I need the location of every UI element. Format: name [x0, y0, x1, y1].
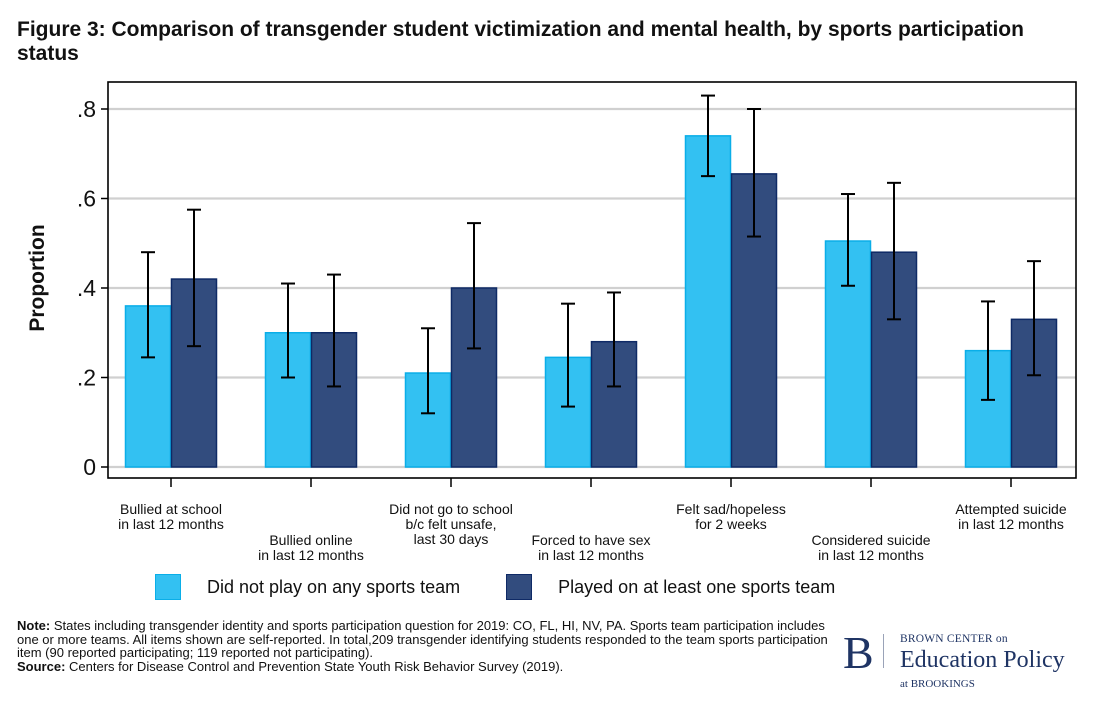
error-bars — [141, 94, 1041, 415]
y-axis-label: Proportion — [26, 224, 49, 331]
axes — [101, 81, 1077, 487]
legend-item-did-not-play: Did not play on any sports team — [155, 574, 460, 600]
x-tick-label: Bullied online in last 12 months — [258, 532, 364, 563]
x-tick-label-line: b/c felt unsafe, — [405, 516, 496, 532]
bars — [124, 135, 1058, 468]
logo-line-2: Education Policy — [900, 647, 1065, 673]
x-tick-label-line: Bullied online — [269, 532, 352, 548]
notes: Note: States including transgender ident… — [17, 619, 837, 673]
x-tick-label-line: Attempted suicide — [955, 501, 1066, 517]
bar-did-not-play — [684, 135, 732, 468]
legend-swatch-did-not-play — [155, 574, 181, 600]
x-tick-label-line: Did not go to school — [389, 501, 513, 517]
x-tick-labels: Bullied at school in last 12 monthsBullie… — [118, 501, 1067, 563]
x-tick-label-line: in last 12 months — [818, 547, 924, 563]
logo-line-1: BROWN CENTER on — [900, 633, 1008, 645]
brookings-logo: B BROWN CENTER on Education Policy at BR… — [843, 627, 1093, 691]
logo-line-3: at BROOKINGS — [900, 678, 975, 690]
y-tick-label: .2 — [77, 365, 96, 391]
x-tick-label-line: Forced to have sex — [531, 532, 650, 548]
logo-letter: B — [843, 627, 874, 678]
note-text: States including transgender identity an… — [17, 618, 828, 660]
source-text: Centers for Disease Control and Preventi… — [65, 658, 564, 674]
note-label: Note: — [17, 618, 51, 633]
y-tick-labels: 0 .2 .4 .6 .8 — [77, 96, 96, 480]
x-tick-label-line: in last 12 months — [538, 547, 644, 563]
y-tick-label: 0 — [83, 454, 96, 480]
x-tick-label: Considered suicide in last 12 months — [811, 532, 930, 563]
legend-item-played: Played on at least one sports team — [506, 574, 835, 600]
x-tick-label: Did not go to school b/c felt unsafe, last… — [389, 501, 513, 547]
y-tick-label: .6 — [77, 186, 96, 212]
legend-label-played: Played on at least one sports team — [558, 576, 836, 597]
x-tick-label-line: for 2 weeks — [695, 516, 767, 532]
x-tick-label: Attempted suicide in last 12 months — [955, 501, 1066, 532]
source-label: Source: — [17, 658, 66, 674]
legend: Did not play on any sports team Played o… — [155, 572, 881, 602]
bar-did-not-play — [544, 356, 592, 468]
x-tick-label-line: in last 12 months — [118, 516, 224, 532]
logo-divider — [883, 634, 884, 668]
plot-frame — [107, 81, 1077, 479]
x-tick-label-line: in last 12 months — [258, 547, 364, 563]
y-tick-label: .4 — [77, 275, 96, 301]
x-tick-label-line: Bullied at school — [120, 501, 222, 517]
figure-title: Figure 3: Comparison of transgender stud… — [17, 18, 1024, 65]
y-tick-label: .8 — [77, 96, 96, 122]
x-tick-label-line: Felt sad/hopeless — [676, 501, 786, 517]
legend-label-did-not-play: Did not play on any sports team — [207, 576, 461, 597]
x-tick-label: Felt sad/hopeless for 2 weeks — [676, 501, 786, 532]
x-tick-label-line: Considered suicide — [811, 532, 930, 548]
x-tick-label-line: last 30 days — [414, 531, 489, 547]
x-tick-label: Bullied at school in last 12 months — [118, 501, 224, 532]
legend-swatch-played — [506, 574, 533, 600]
x-tick-label-line: in last 12 months — [958, 516, 1064, 532]
x-tick-label: Forced to have sex in last 12 months — [531, 532, 650, 563]
